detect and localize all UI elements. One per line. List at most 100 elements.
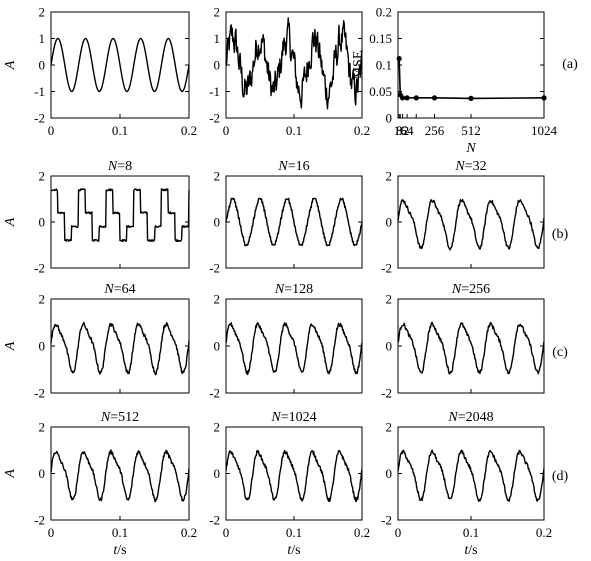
y-tick-label: 2 — [39, 420, 46, 435]
y-tick-label: 0 — [39, 58, 46, 73]
series-line — [225, 449, 363, 503]
y-tick-label: 0 — [214, 58, 221, 73]
y-tick-label: 0 — [386, 339, 393, 354]
data-point — [396, 56, 402, 62]
plot-frame — [397, 426, 545, 521]
y-tick-label: 1 — [39, 31, 46, 46]
series-line — [397, 198, 545, 251]
y-tick-label: 2 — [214, 5, 221, 20]
x-tick-label: 1024 — [531, 123, 558, 138]
plot-frame — [225, 11, 363, 119]
x-tick-label: 0 — [48, 123, 55, 138]
data-point — [404, 95, 410, 101]
x-tick-label: 0.2 — [181, 525, 197, 540]
panel-b3: -2 0 2 N=32 — [381, 159, 545, 276]
y-tick-label: 2 — [214, 169, 221, 184]
series-line — [225, 17, 363, 110]
y-axis-label: A — [3, 469, 18, 479]
x-tick-label: 8 — [396, 123, 403, 138]
panel-title: N=256 — [451, 282, 490, 297]
x-axis-label: t/s — [287, 543, 300, 558]
data-point — [413, 95, 419, 101]
data-point — [431, 95, 438, 101]
series-line — [50, 449, 190, 503]
row-label-d: (d) — [552, 469, 569, 484]
panel-a1: -2 -1 0 1 2 0 0.1 0.2 A — [3, 5, 197, 139]
x-tick-label: 0 — [48, 525, 55, 540]
y-tick-label: -2 — [209, 386, 220, 401]
x-tick-label: 256 — [425, 123, 445, 138]
plot-frame — [397, 175, 545, 269]
x-tick-label: 0.1 — [112, 525, 128, 540]
y-tick-label: 0 — [386, 466, 393, 481]
series-line — [50, 321, 190, 376]
y-tick-label: 0.2 — [376, 5, 392, 20]
data-point — [399, 95, 406, 101]
x-tick-label: 0.1 — [286, 525, 302, 540]
x-tick-label: 512 — [461, 123, 481, 138]
panel-title: N=128 — [274, 282, 313, 297]
panel-title: N=2048 — [447, 410, 493, 425]
y-tick-label: -2 — [209, 513, 220, 528]
panel-title: N=512 — [100, 410, 139, 425]
y-tick-label: 2 — [214, 292, 221, 307]
y-tick-label: 0 — [39, 466, 46, 481]
panel-title: N=64 — [103, 282, 135, 297]
plot-frame — [397, 11, 545, 119]
y-tick-label: 2 — [39, 169, 46, 184]
plot-frame — [225, 426, 363, 521]
x-axis-label: t/s — [113, 543, 126, 558]
series-line — [50, 37, 190, 93]
row-label-c: (c) — [552, 345, 568, 360]
y-tick-label: -2 — [34, 261, 45, 276]
panel-c1: -2 0 2 N=64 A — [3, 282, 190, 401]
row-label-a: (a) — [562, 57, 578, 72]
y-tick-label: -1 — [209, 84, 220, 99]
y-axis-label: A — [3, 60, 18, 70]
x-tick-label: 0.2 — [536, 525, 552, 540]
y-tick-label: -2 — [34, 513, 45, 528]
plot-frame — [50, 298, 190, 394]
data-point — [468, 95, 474, 101]
y-tick-label: 2 — [214, 420, 221, 435]
x-axis-label: N — [465, 141, 476, 156]
y-tick-label: 2 — [39, 5, 46, 20]
x-tick-label: 0 — [223, 525, 230, 540]
plot-frame — [397, 298, 545, 394]
x-tick-label: 32 — [396, 123, 409, 138]
y-tick-label: 2 — [386, 420, 393, 435]
y-tick-label: 0 — [386, 111, 393, 126]
x-tick-label: 0 — [223, 123, 230, 138]
y-tick-label: 0 — [39, 339, 46, 354]
y-tick-label: -2 — [381, 386, 392, 401]
series-line — [397, 449, 545, 502]
panel-title: N=16 — [277, 159, 309, 174]
panel-b2: -2 0 2 N=16 — [209, 159, 363, 276]
panel-c3: -2 0 2 N=256 — [381, 282, 545, 401]
series-line — [225, 322, 363, 376]
x-tick-label: 0.1 — [112, 123, 128, 138]
y-tick-label: 0 — [214, 339, 221, 354]
x-tick-label: 16 — [394, 123, 408, 138]
x-tick-label: 0.2 — [354, 525, 370, 540]
y-tick-label: 0 — [214, 215, 221, 230]
y-tick-label: 2 — [386, 169, 393, 184]
y-tick-label: 0.05 — [369, 84, 392, 99]
y-tick-label: -2 — [209, 111, 220, 126]
y-tick-label: 1 — [214, 31, 221, 46]
y-axis-label: MSE — [351, 51, 366, 80]
x-tick-label: 0.1 — [463, 525, 479, 540]
y-tick-label: 2 — [39, 292, 46, 307]
panel-title: N=8 — [107, 159, 132, 174]
y-tick-label: 0 — [214, 466, 221, 481]
y-tick-label: 0.15 — [369, 31, 392, 46]
panel-b1: -2 0 2 N=8 A — [3, 159, 190, 276]
y-tick-label: 0 — [386, 215, 393, 230]
series-line — [225, 197, 363, 247]
panel-c2: -2 0 2 N=128 — [209, 282, 363, 401]
y-tick-label: -2 — [209, 261, 220, 276]
y-tick-label: 0.1 — [376, 58, 392, 73]
series-line — [50, 188, 190, 243]
